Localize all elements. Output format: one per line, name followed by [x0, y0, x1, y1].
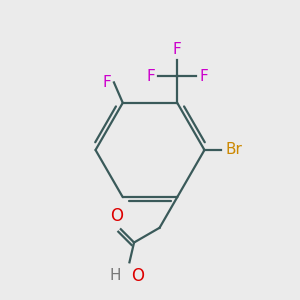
Text: F: F: [173, 42, 182, 57]
Text: F: F: [102, 75, 111, 90]
Text: H: H: [109, 268, 121, 283]
Text: O: O: [131, 267, 145, 285]
Text: O: O: [110, 207, 124, 225]
Text: F: F: [199, 69, 208, 84]
Text: Br: Br: [225, 142, 242, 158]
Text: F: F: [146, 69, 155, 84]
